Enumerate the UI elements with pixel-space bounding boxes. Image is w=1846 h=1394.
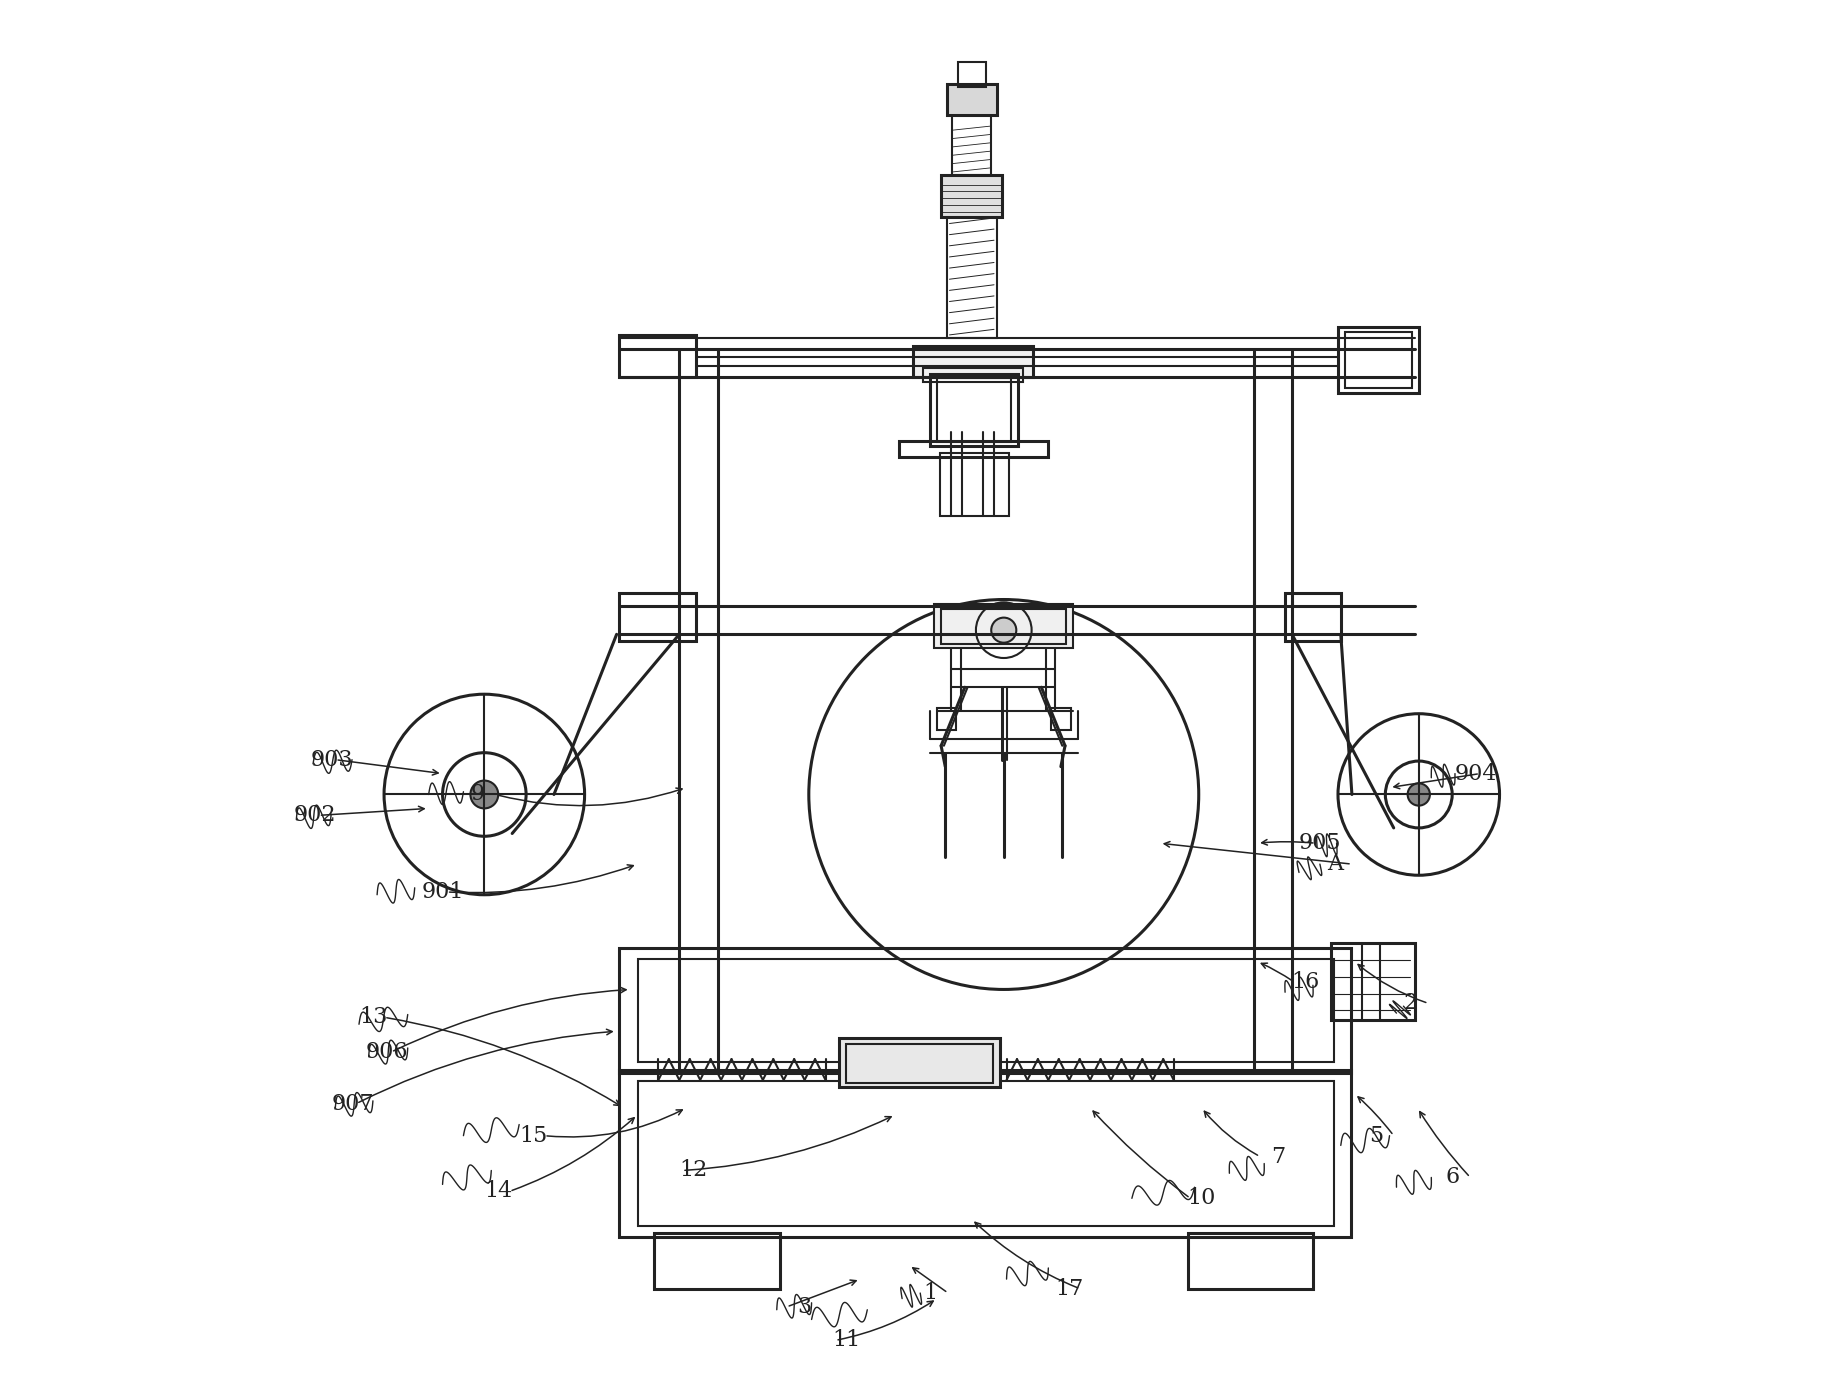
- Bar: [923, 368, 1023, 382]
- Bar: [941, 174, 1002, 216]
- Text: A: A: [1327, 853, 1342, 875]
- Bar: [1285, 592, 1340, 641]
- Bar: [840, 1039, 999, 1087]
- Bar: [620, 948, 1351, 1073]
- Bar: [941, 609, 1067, 644]
- Text: 906: 906: [366, 1041, 408, 1064]
- Bar: [930, 374, 1017, 446]
- Text: 9: 9: [471, 783, 484, 806]
- Bar: [637, 959, 1335, 1062]
- Bar: [1346, 332, 1412, 388]
- Bar: [637, 1082, 1335, 1227]
- Text: 3: 3: [797, 1296, 812, 1317]
- Bar: [899, 441, 1049, 457]
- Circle shape: [991, 618, 1017, 643]
- Text: 901: 901: [421, 881, 463, 903]
- Bar: [947, 84, 997, 114]
- Text: 6: 6: [1445, 1167, 1460, 1189]
- Bar: [653, 1234, 779, 1289]
- Bar: [953, 112, 991, 174]
- Bar: [934, 604, 1073, 648]
- Text: 2: 2: [1403, 993, 1418, 1015]
- Text: 14: 14: [484, 1181, 513, 1203]
- Bar: [1187, 1234, 1313, 1289]
- Circle shape: [471, 781, 498, 809]
- Text: 1: 1: [923, 1282, 938, 1303]
- Text: 17: 17: [1056, 1278, 1084, 1299]
- Bar: [938, 708, 956, 730]
- Bar: [620, 592, 696, 641]
- Text: 13: 13: [358, 1006, 388, 1029]
- Text: 16: 16: [1292, 972, 1320, 994]
- Circle shape: [1408, 783, 1431, 806]
- Text: 902: 902: [294, 804, 336, 827]
- Text: 11: 11: [833, 1330, 860, 1351]
- Text: 7: 7: [1270, 1146, 1285, 1168]
- Bar: [940, 453, 1010, 516]
- Bar: [958, 61, 986, 86]
- Bar: [1338, 326, 1420, 393]
- Bar: [847, 1044, 993, 1083]
- Bar: [1331, 944, 1414, 1020]
- Text: 907: 907: [330, 1093, 373, 1115]
- Text: 903: 903: [310, 749, 353, 771]
- Text: 10: 10: [1187, 1188, 1215, 1210]
- Bar: [620, 1071, 1351, 1238]
- Text: 904: 904: [1455, 763, 1497, 785]
- Text: 905: 905: [1298, 832, 1340, 855]
- Bar: [1050, 708, 1071, 730]
- Text: 5: 5: [1368, 1125, 1383, 1147]
- Bar: [947, 212, 997, 337]
- Bar: [914, 346, 1034, 376]
- Bar: [620, 335, 696, 376]
- Bar: [938, 378, 1012, 442]
- Text: 15: 15: [519, 1125, 548, 1147]
- Text: 12: 12: [679, 1160, 707, 1182]
